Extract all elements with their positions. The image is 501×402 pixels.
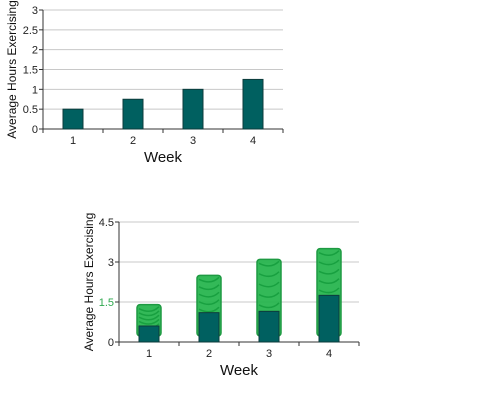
scribble-stroke [318, 268, 340, 275]
bar-week-3 [182, 88, 204, 130]
bar-week-2 [198, 312, 220, 343]
x-axis-label: Week [144, 149, 183, 166]
x-tick-label: 1 [146, 348, 152, 360]
y-tick-label: 0 [32, 124, 38, 136]
bar-week-4 [242, 78, 264, 130]
scribble-stroke [138, 314, 160, 321]
bar-week-1 [62, 108, 84, 130]
scribble-stroke [138, 310, 160, 317]
y-axis-label: Average Hours Exercising [5, 0, 19, 139]
y-tick-label: 0 [108, 337, 114, 349]
x-axis-label: Week [220, 362, 259, 379]
bottom-bar-chart: 0 1.5 3 4.5 1 2 3 4 Week Average Hours Exercising [82, 213, 360, 379]
bar-week-4 [318, 294, 340, 343]
y-tick-label: 1 [32, 84, 38, 96]
y-tick-label: 2.5 [23, 25, 38, 37]
y-tick-label: 1.5 [23, 65, 38, 77]
bar-week-3 [258, 310, 280, 343]
scribble-stroke [198, 276, 220, 283]
y-tick-label: 3 [32, 5, 38, 17]
bar-week-1 [138, 325, 160, 343]
y-tick-label: 2 [32, 45, 38, 57]
scribble-stroke [258, 302, 280, 309]
y-tick-label: 3 [108, 257, 114, 269]
scribble-stroke [138, 306, 160, 312]
scribble-stroke [318, 250, 340, 256]
x-tick-label: 2 [130, 135, 136, 147]
scribble-stroke [198, 306, 220, 313]
scribble-stroke [258, 281, 280, 288]
scribble-stroke [198, 299, 220, 306]
x-tick-label: 3 [266, 348, 272, 360]
scribble-stroke [258, 260, 280, 267]
y-tick-label: 0.5 [23, 104, 38, 116]
y-tick-label: 4.5 [99, 217, 114, 229]
scribble-stroke [318, 259, 340, 266]
scribble-stroke [258, 291, 280, 298]
x-tick-label: 1 [70, 135, 76, 147]
top-bar-chart: 0 0.5 1 1.5 2 2.5 3 1 2 3 4 Week Average Hours Exerc… [5, 0, 284, 166]
scribble-stroke [258, 271, 280, 278]
x-tick-label: 3 [190, 135, 196, 147]
scribble-stroke [198, 284, 220, 291]
x-tick-label: 2 [206, 348, 212, 360]
scribble-stroke [198, 291, 220, 298]
x-tick-label: 4 [250, 135, 256, 147]
y-axis-label: Average Hours Exercising [82, 213, 96, 352]
scribble-stroke [138, 318, 160, 325]
scribble-stroke [318, 278, 340, 284]
y-tick-label: 1.5 [99, 297, 114, 309]
bar-week-2 [122, 98, 144, 130]
scribble-stroke [318, 287, 340, 294]
x-tick-label: 4 [326, 348, 332, 360]
